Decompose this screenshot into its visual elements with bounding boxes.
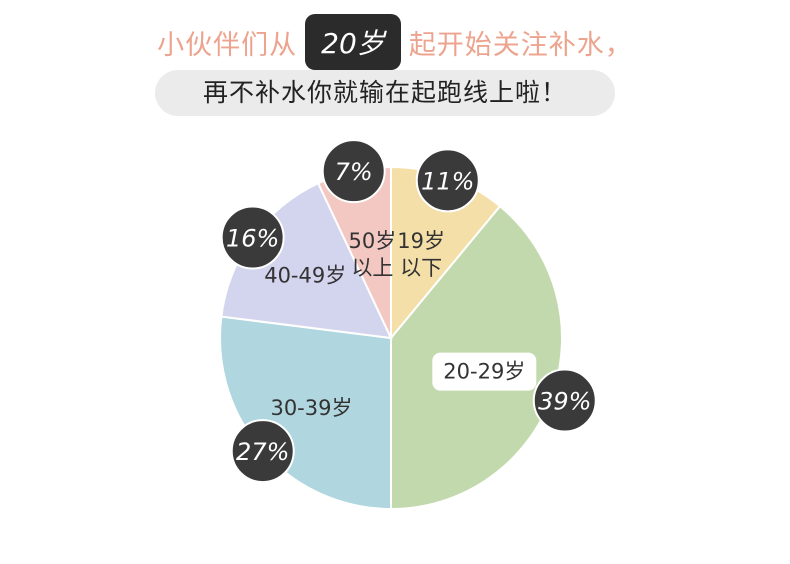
percent-label-19-below: 11% (421, 167, 474, 195)
percent-badge-30-39 (230, 419, 295, 484)
subheadline: 再不补水你就输在起跑线上啦！ (155, 70, 615, 116)
percent-label-50-above: 7% (335, 158, 373, 186)
percent-badge-50-above (321, 139, 386, 204)
slice-label-30-39: 30-39岁 (270, 396, 352, 420)
age-badge: 20岁 (305, 14, 401, 70)
slice-label-50-above: 50岁以上 (348, 229, 396, 280)
percent-badge-40-49 (220, 205, 285, 270)
headline-text-after: 起开始关注补水， (408, 29, 633, 61)
percent-badge-19-below (415, 148, 480, 213)
percent-badge-20-29 (532, 368, 597, 433)
slice-label-20-29: 20-29岁 (443, 360, 525, 384)
percent-label-40-49: 16% (226, 224, 279, 252)
slice-label-box-20-29 (432, 352, 537, 391)
percent-label-20-29: 39% (538, 388, 591, 416)
headline-text-before: 小伙伴们从 (157, 29, 298, 61)
percent-label-30-39: 27% (236, 438, 289, 466)
slice-label-40-49: 40-49岁 (264, 264, 346, 288)
headline: 小伙伴们从 20岁 起开始关注补水， (0, 14, 790, 70)
slice-label-19-below: 19岁以下 (397, 229, 445, 280)
